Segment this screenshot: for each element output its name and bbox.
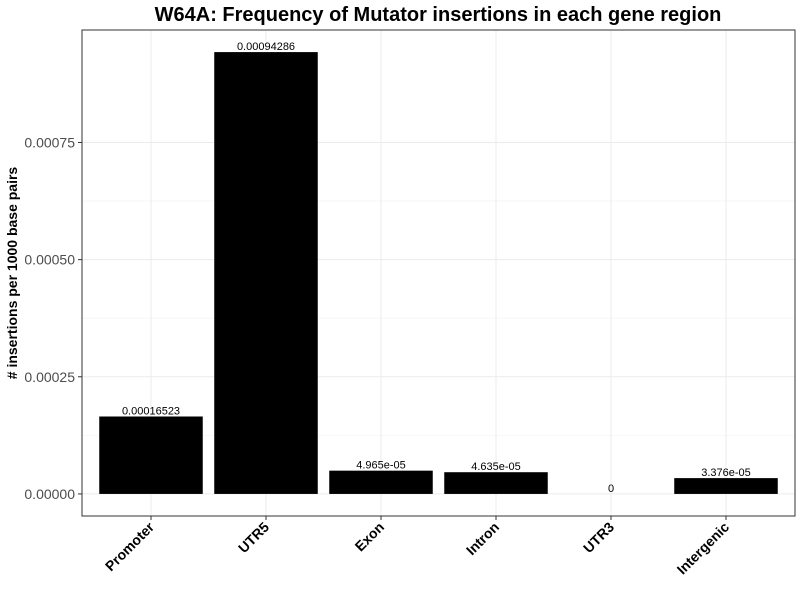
data-label-utr5: 0.00094286: [237, 41, 295, 53]
gridlines: [82, 30, 795, 516]
x-axis-ticks: Promoter UTR5 Exon Intron UTR3 Intergenic: [102, 516, 732, 577]
bar-intron: [444, 472, 548, 494]
x-tick-label-utr5: UTR5: [235, 519, 272, 556]
y-tick-label: 0.00075: [24, 134, 75, 150]
y-tick-label: 0.00050: [24, 252, 75, 268]
y-tick-label: 0.00000: [24, 486, 75, 502]
bar-intergenic: [674, 478, 778, 494]
chart-title: W64A: Frequency of Mutator insertions in…: [155, 4, 722, 26]
x-tick-label-promoter: Promoter: [102, 518, 158, 574]
y-axis-label: # insertions per 1000 base pairs: [4, 167, 20, 380]
bar-exon: [329, 470, 433, 494]
y-tick-label: 0.00025: [24, 369, 75, 385]
x-tick-label-intergenic: Intergenic: [673, 519, 732, 578]
data-label-exon: 4.965e-05: [356, 460, 406, 472]
x-tick-label-utr3: UTR3: [580, 519, 617, 556]
y-axis-ticks: 0.00000 0.00025 0.00050 0.00075: [24, 134, 82, 502]
data-labels: 0.00016523 0.00094286 4.965e-05 4.635e-05 0 3…: [122, 41, 751, 495]
data-label-intron: 4.635e-05: [471, 461, 521, 473]
data-label-promoter: 0.00016523: [122, 405, 180, 417]
bar-promoter: [99, 416, 203, 494]
data-label-intergenic: 3.376e-05: [701, 467, 751, 479]
data-label-utr3: 0: [608, 483, 614, 495]
bars: [99, 52, 778, 494]
bar-utr5: [214, 52, 318, 494]
x-tick-label-exon: Exon: [352, 519, 388, 555]
panel-border: [81, 29, 796, 517]
x-tick-label-intron: Intron: [463, 519, 502, 558]
